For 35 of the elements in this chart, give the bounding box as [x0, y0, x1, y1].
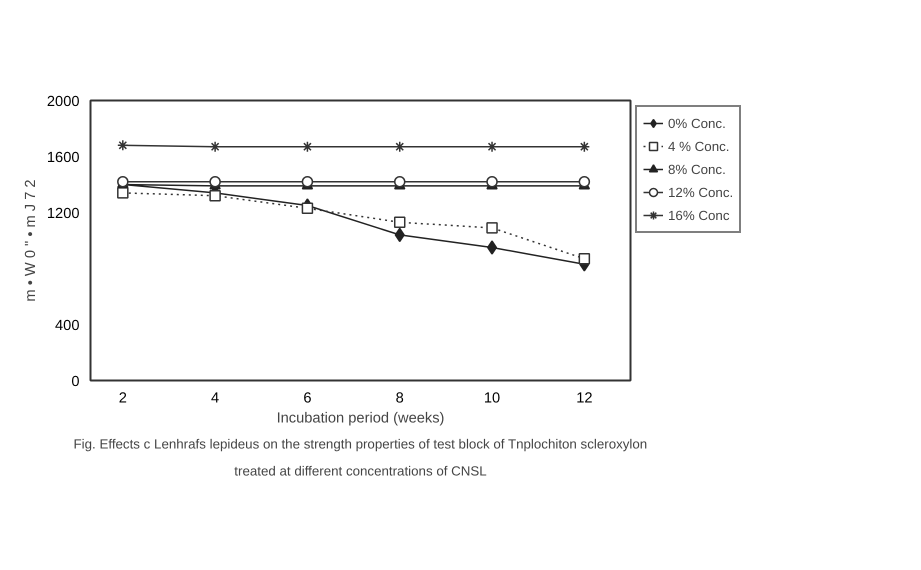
point: [209, 176, 221, 188]
point: [209, 140, 221, 152]
point: [486, 176, 498, 188]
x-tick-label: 12: [576, 390, 593, 406]
x-tick-label: 4: [211, 390, 220, 406]
point: [394, 176, 406, 188]
point: [486, 222, 498, 234]
point: [578, 252, 590, 264]
x-tick-label: 10: [484, 390, 500, 406]
y-tick-label: 400: [55, 318, 80, 334]
point: [486, 240, 498, 255]
legend-label: 0% Conc.: [668, 116, 726, 130]
y-tick-label: 2000: [46, 94, 80, 110]
legend-label: 16% Conc: [668, 208, 730, 222]
x-tick-label: 8: [396, 390, 404, 406]
point: [117, 187, 129, 199]
x-tick-label: 2: [118, 390, 127, 406]
text: Fig. Effects c Lenhrafs lepideus on the strength properties of test block of Tnplochiton scleroxylon treated at different concentrations of CNSL: [74, 436, 648, 478]
legend-label: 4 % Conc.: [668, 138, 730, 154]
point: [209, 190, 221, 202]
point: [394, 228, 405, 242]
y-axis-title: m • W 0 " • m J 7 2: [22, 179, 39, 302]
point: [302, 176, 314, 188]
y-tick-label: 1600: [46, 150, 80, 166]
point: [117, 140, 129, 152]
legend-label: 12% Conc.: [668, 184, 734, 200]
x-axis-title: Incubation period (weeks): [276, 410, 444, 426]
y-tick-label: 1200: [46, 206, 80, 222]
x-tick-label: 6: [303, 390, 312, 406]
legend-label: 8% Conc.: [668, 162, 726, 176]
point: [578, 140, 590, 152]
point: [394, 216, 406, 228]
point: [578, 176, 590, 188]
y-tick-label: 0: [71, 374, 80, 390]
point: [302, 202, 314, 214]
